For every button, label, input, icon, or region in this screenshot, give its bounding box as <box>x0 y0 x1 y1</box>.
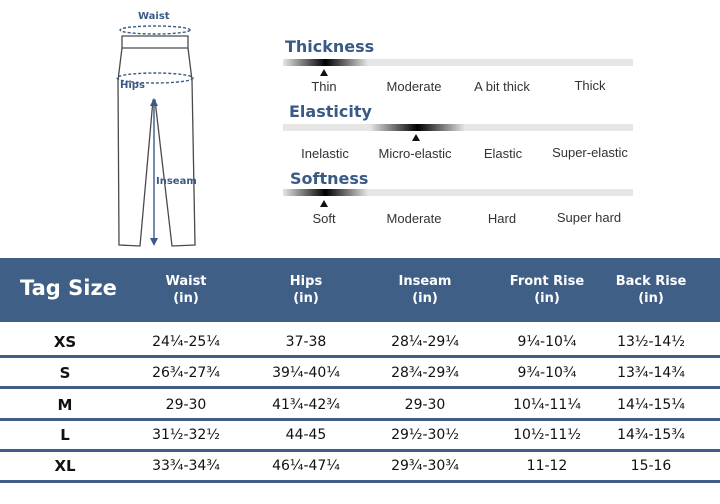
size-table-header <box>0 258 720 322</box>
row-divider <box>0 386 720 389</box>
table-row-s-waist: 26¾-27¾ <box>152 365 220 381</box>
thickness-option-thick: Thick <box>574 78 606 93</box>
table-row-xs-hips: 37-38 <box>285 334 327 350</box>
softness-option-hard: Hard <box>487 211 517 226</box>
elasticity-option-micro-elastic: Micro-elastic <box>378 146 452 161</box>
table-row-s-back-rise: 13¾-14¾ <box>617 365 685 381</box>
table-row-s-hips: 39¼-40¼ <box>272 365 340 381</box>
elasticity-title: Elasticity <box>289 102 372 121</box>
table-row-xs-inseam: 28¼-29¼ <box>391 334 459 350</box>
elasticity-option-super-elastic: Super-elastic <box>552 145 628 160</box>
header-front-rise-unit: (in) <box>534 291 560 306</box>
table-row-xl-inseam: 29¾-30¾ <box>391 458 459 474</box>
table-row-l-front-rise: 10½-11½ <box>513 427 581 443</box>
table-row-xl-front-rise: 11-12 <box>526 458 568 474</box>
header-inseam: Inseam (in) <box>399 273 452 307</box>
table-row-s-inseam: 28¾-29¾ <box>391 365 459 381</box>
elasticity-indicator <box>370 124 465 131</box>
row-divider <box>0 449 720 452</box>
row-divider <box>0 355 720 358</box>
elasticity-marker-icon <box>412 134 420 141</box>
header-hips-name: Hips <box>289 274 323 289</box>
header-front-rise-name: Front Rise <box>509 274 585 289</box>
inseam-label: Inseam <box>156 176 197 187</box>
table-row-xl-hips: 46¼-47¼ <box>272 458 340 474</box>
row-divider <box>0 418 720 421</box>
table-row-xl-back-rise: 15-16 <box>630 458 672 474</box>
table-row-s-front-rise: 9¾-10¾ <box>517 365 577 381</box>
thickness-option-thin: Thin <box>311 79 337 94</box>
thickness-marker-icon <box>320 69 328 76</box>
header-back-rise-name: Back Rise <box>615 274 687 289</box>
thickness-option-moderate: Moderate <box>386 79 442 94</box>
table-row-xs-front-rise: 9¼-10¼ <box>517 334 577 350</box>
row-divider <box>0 480 720 483</box>
thickness-scale <box>283 59 633 66</box>
softness-option-super-hard: Super hard <box>556 210 622 225</box>
header-inseam-unit: (in) <box>412 291 438 306</box>
table-row-l-size: L <box>60 426 70 444</box>
table-row-m-back-rise: 14¼-15¼ <box>617 397 685 413</box>
header-hips-unit: (in) <box>293 291 319 306</box>
table-row-m-front-rise: 10¼-11¼ <box>513 397 581 413</box>
header-hips: Hips (in) <box>290 273 322 307</box>
pants-diagram <box>116 25 196 247</box>
softness-option-soft: Soft <box>312 211 336 226</box>
softness-marker-icon <box>320 200 328 207</box>
waist-label: Waist <box>138 11 170 22</box>
table-row-xs-waist: 24¼-25¼ <box>152 334 220 350</box>
table-row-l-hips: 44-45 <box>285 427 327 443</box>
thickness-indicator <box>283 59 368 66</box>
thickness-option-a-bit-thick: A bit thick <box>474 79 530 94</box>
table-row-xl-waist: 33¾-34¾ <box>152 458 220 474</box>
elasticity-option-inelastic: Inelastic <box>301 146 349 161</box>
softness-indicator <box>283 189 368 196</box>
header-back-rise: Back Rise (in) <box>616 273 687 307</box>
table-row-s-size: S <box>59 364 71 382</box>
header-waist: Waist (in) <box>165 273 206 307</box>
table-row-m-size: M <box>57 396 73 414</box>
table-row-xl-size: XL <box>54 457 76 475</box>
elasticity-option-elastic: Elastic <box>483 146 523 161</box>
table-row-m-waist: 29-30 <box>165 397 207 413</box>
thickness-title: Thickness <box>285 37 375 56</box>
table-row-xs-size: XS <box>53 333 77 351</box>
table-row-l-inseam: 29½-30½ <box>391 427 459 443</box>
table-row-l-back-rise: 14¾-15¾ <box>617 427 685 443</box>
hips-label: Hips <box>120 80 145 91</box>
softness-scale <box>283 189 633 196</box>
header-inseam-name: Inseam <box>398 274 452 289</box>
table-row-l-waist: 31½-32½ <box>152 427 220 443</box>
header-waist-name: Waist <box>165 274 207 289</box>
header-waist-unit: (in) <box>173 291 199 306</box>
table-row-xs-back-rise: 13½-14½ <box>617 334 685 350</box>
softness-option-moderate: Moderate <box>386 211 442 226</box>
table-row-m-hips: 41¾-42¾ <box>272 397 340 413</box>
header-front-rise: Front Rise (in) <box>510 273 584 307</box>
softness-title: Softness <box>290 169 369 188</box>
tag-size-heading: Tag Size <box>20 276 117 300</box>
header-back-rise-unit: (in) <box>638 291 664 306</box>
table-row-m-inseam: 29-30 <box>404 397 446 413</box>
